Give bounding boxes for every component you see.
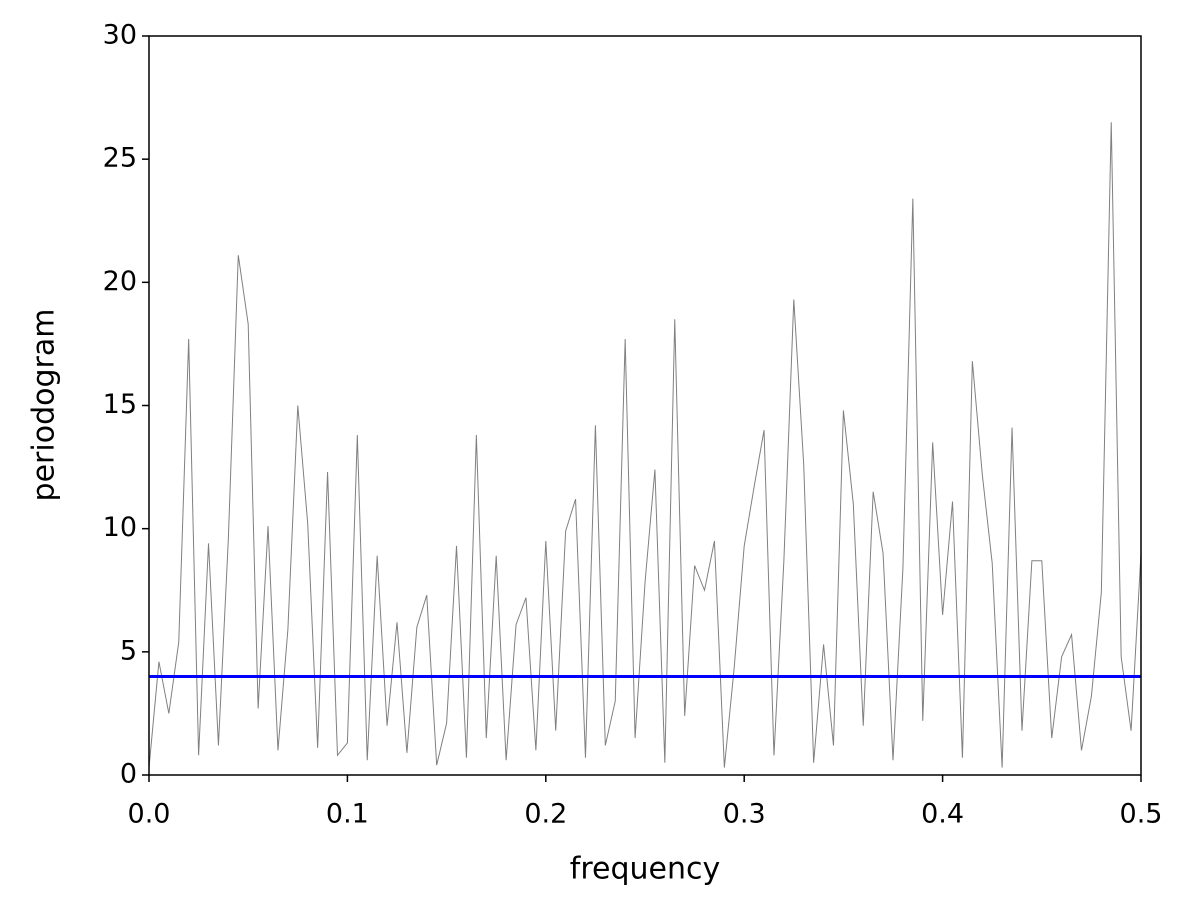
y-axis-label: periodogram [27,309,62,502]
x-axis-label: frequency [570,852,720,887]
y-tick-label: 5 [120,635,137,666]
x-tick-label: 0.1 [326,799,369,830]
y-tick-label: 15 [103,389,137,420]
y-tick-label: 25 [103,143,137,174]
x-tick-label: 0.0 [128,799,171,830]
y-tick-label: 20 [103,266,137,297]
x-tick-label: 0.3 [723,799,766,830]
x-tick-label: 0.4 [921,799,964,830]
x-tick-label: 0.2 [524,799,567,830]
y-tick-label: 0 [120,759,137,790]
plot-frame [148,35,1142,776]
x-tick-label: 0.5 [1120,799,1163,830]
y-tick-label: 10 [103,512,137,543]
periodogram-line [148,122,1142,768]
y-tick-label: 30 [103,20,137,51]
